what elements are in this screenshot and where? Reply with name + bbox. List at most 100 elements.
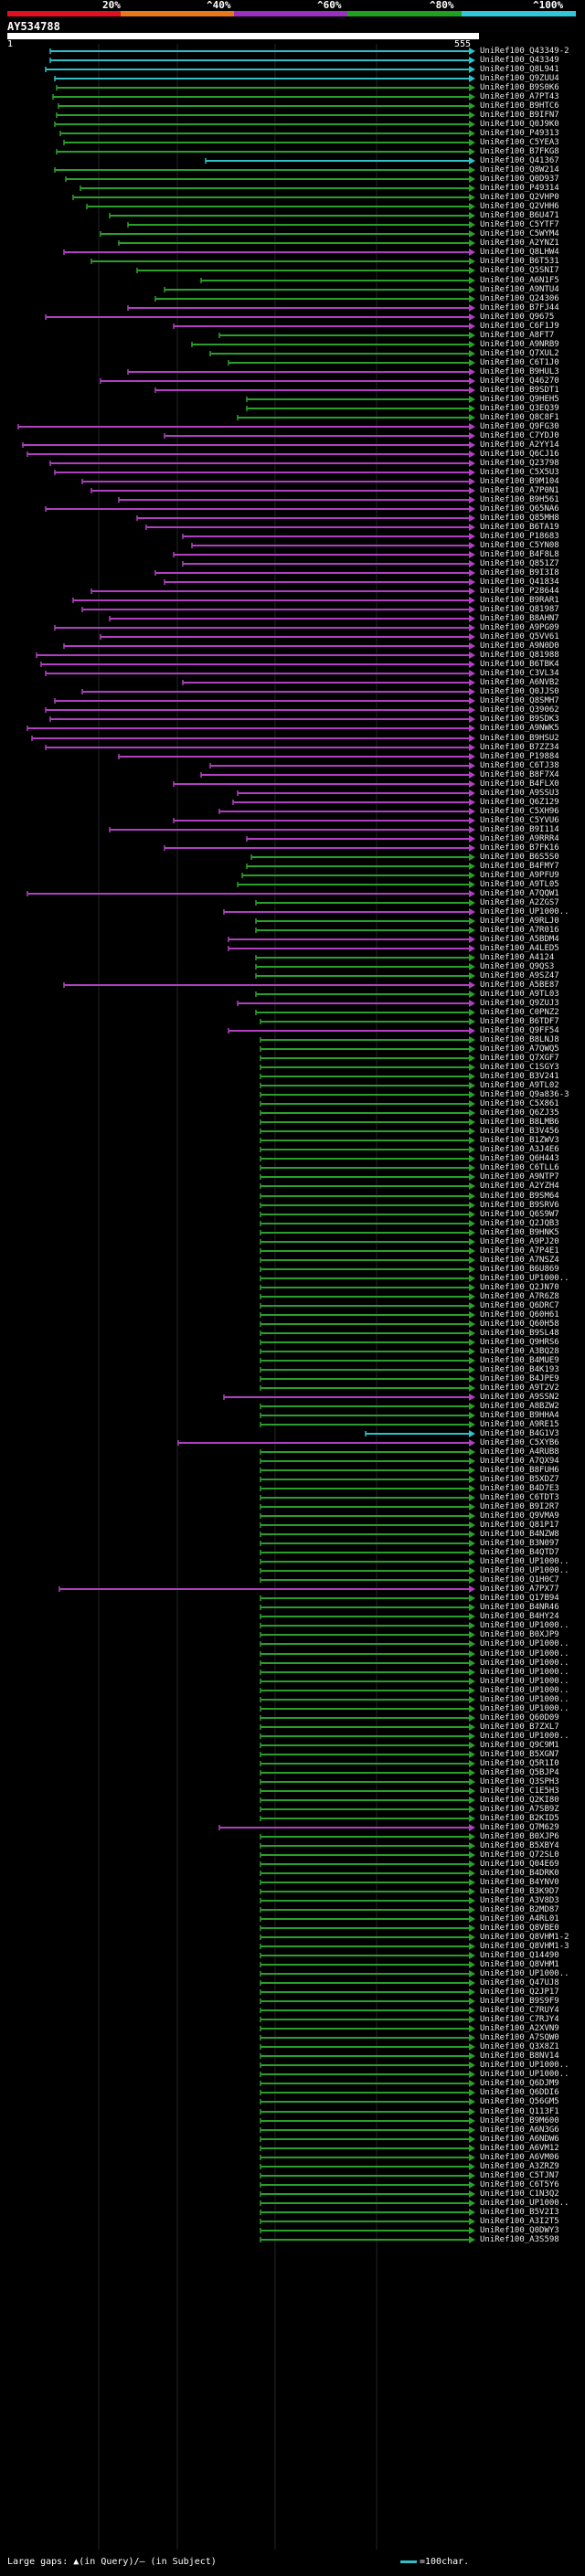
hit-label[interactable]: UniRef100_Q2VHH6 bbox=[480, 202, 559, 211]
hit-label[interactable]: UniRef100_UP1000.. bbox=[480, 1566, 569, 1575]
hit-label[interactable]: UniRef100_A9PFU9 bbox=[480, 871, 559, 880]
hit-label[interactable]: UniRef100_Q8L941 bbox=[480, 65, 559, 74]
hit-label[interactable]: UniRef100_B4K193 bbox=[480, 1365, 559, 1374]
hit-label[interactable]: UniRef100_Q81987 bbox=[480, 605, 559, 614]
hit-label[interactable]: UniRef100_C1SGY3 bbox=[480, 1063, 559, 1072]
hit-label[interactable]: UniRef100_B9SRV6 bbox=[480, 1201, 559, 1210]
hit-label[interactable]: UniRef100_P28644 bbox=[480, 587, 559, 596]
hit-label[interactable]: UniRef100_A9TL02 bbox=[480, 1081, 559, 1090]
hit-label[interactable]: UniRef100_A2YY14 bbox=[480, 440, 559, 450]
hit-label[interactable]: UniRef100_A5BE87 bbox=[480, 981, 559, 990]
hit-label[interactable]: UniRef100_B4F8L8 bbox=[480, 550, 559, 559]
hit-label[interactable]: UniRef100_Q9ZUJ3 bbox=[480, 999, 559, 1008]
hit-label[interactable]: UniRef100_B6TA19 bbox=[480, 523, 559, 532]
hit-label[interactable]: UniRef100_Q41367 bbox=[480, 156, 559, 165]
hit-label[interactable]: UniRef100_A7P0N1 bbox=[480, 486, 559, 495]
hit-label[interactable]: UniRef100_B9SDT1 bbox=[480, 386, 559, 395]
hit-label[interactable]: UniRef100_A3BQ28 bbox=[480, 1347, 559, 1356]
hit-label[interactable]: UniRef100_Q851Z7 bbox=[480, 559, 559, 568]
hit-label[interactable]: UniRef100_B8LMB6 bbox=[480, 1118, 559, 1127]
hit-label[interactable]: UniRef100_A9SZ47 bbox=[480, 971, 559, 981]
hit-label[interactable]: UniRef100_A2YNZ1 bbox=[480, 239, 559, 248]
hit-label[interactable]: UniRef100_A9SSU3 bbox=[480, 789, 559, 798]
hit-label[interactable]: UniRef100_A3ZRZ9 bbox=[480, 2162, 559, 2171]
hit-label[interactable]: UniRef100_B9I2R7 bbox=[480, 1502, 559, 1511]
hit-label[interactable]: UniRef100_A2XVN9 bbox=[480, 2024, 559, 2033]
hit-label[interactable]: UniRef100_Q04E69 bbox=[480, 1860, 559, 1869]
hit-label[interactable]: UniRef100_C6F1J9 bbox=[480, 322, 559, 331]
hit-label[interactable]: UniRef100_A4RUB8 bbox=[480, 1447, 559, 1457]
hit-label[interactable]: UniRef100_B2KID5 bbox=[480, 1814, 559, 1823]
hit-label[interactable]: UniRef100_Q8SMH7 bbox=[480, 696, 559, 705]
hit-label[interactable]: UniRef100_Q43349 bbox=[480, 56, 559, 65]
hit-label[interactable]: UniRef100_Q65NA6 bbox=[480, 504, 559, 514]
hit-label[interactable]: UniRef100_B6U471 bbox=[480, 211, 559, 220]
hit-label[interactable]: UniRef100_B4QTD7 bbox=[480, 1548, 559, 1557]
hit-label[interactable]: UniRef100_B3V456 bbox=[480, 1127, 559, 1136]
hit-label[interactable]: UniRef100_Q8W214 bbox=[480, 165, 559, 175]
hit-label[interactable]: UniRef100_C5XH96 bbox=[480, 807, 559, 816]
hit-label[interactable]: UniRef100_Q81988 bbox=[480, 651, 559, 660]
hit-label[interactable]: UniRef100_A2YZH4 bbox=[480, 1182, 559, 1191]
hit-label[interactable]: UniRef100_A6NDW6 bbox=[480, 2135, 559, 2144]
hit-label[interactable]: UniRef100_A7P4E1 bbox=[480, 1246, 559, 1256]
hit-label[interactable]: UniRef100_B8LNJ8 bbox=[480, 1035, 559, 1044]
hit-label[interactable]: UniRef100_B9S0K6 bbox=[480, 83, 559, 92]
hit-label[interactable]: UniRef100_C6TLL6 bbox=[480, 1163, 559, 1172]
hit-label[interactable]: UniRef100_A8BZW2 bbox=[480, 1402, 559, 1411]
hit-label[interactable]: UniRef100_Q1H0C7 bbox=[480, 1575, 559, 1585]
hit-label[interactable]: UniRef100_Q6S9W7 bbox=[480, 1210, 559, 1219]
hit-label[interactable]: UniRef100_B0XJP6 bbox=[480, 1832, 559, 1841]
hit-label[interactable]: UniRef100_Q6Z129 bbox=[480, 798, 559, 807]
hit-label[interactable]: UniRef100_B6TBK4 bbox=[480, 660, 559, 669]
hit-label[interactable]: UniRef100_A3I2T5 bbox=[480, 2217, 559, 2226]
hit-label[interactable]: UniRef100_Q6DDI6 bbox=[480, 2088, 559, 2097]
hit-label[interactable]: UniRef100_Q2VHP0 bbox=[480, 193, 559, 202]
hit-label[interactable]: UniRef100_B5XBY4 bbox=[480, 1841, 559, 1850]
hit-label[interactable]: UniRef100_A9RRR4 bbox=[480, 834, 559, 843]
hit-label[interactable]: UniRef100_A7QX94 bbox=[480, 1457, 559, 1466]
hit-label[interactable]: UniRef100_Q47UJ8 bbox=[480, 1978, 559, 1988]
hit-label[interactable]: UniRef100_Q5R1I0 bbox=[480, 1759, 559, 1768]
hit-label[interactable]: UniRef100_B8NV14 bbox=[480, 2051, 559, 2061]
hit-label[interactable]: UniRef100_B9I114 bbox=[480, 825, 559, 834]
hit-label[interactable]: UniRef100_B9HHA4 bbox=[480, 1411, 559, 1420]
hit-label[interactable]: UniRef100_Q81P17 bbox=[480, 1521, 559, 1530]
hit-label[interactable]: UniRef100_C5X861 bbox=[480, 1099, 559, 1108]
hit-label[interactable]: UniRef100_C6TJ38 bbox=[480, 761, 559, 770]
hit-label[interactable]: UniRef100_Q3X8Z1 bbox=[480, 2042, 559, 2051]
hit-label[interactable]: UniRef100_Q23798 bbox=[480, 459, 559, 468]
hit-label[interactable]: UniRef100_UP1000.. bbox=[480, 1704, 569, 1713]
hit-label[interactable]: UniRef100_B9S9F9 bbox=[480, 1997, 559, 2006]
hit-label[interactable]: UniRef100_C5X5U3 bbox=[480, 468, 559, 477]
hit-label[interactable]: UniRef100_Q0JJS0 bbox=[480, 687, 559, 696]
hit-label[interactable]: UniRef100_Q9HEH5 bbox=[480, 395, 559, 404]
hit-label[interactable]: UniRef100_Q0D937 bbox=[480, 175, 559, 184]
hit-label[interactable]: UniRef100_Q0DWY3 bbox=[480, 2226, 559, 2235]
hit-label[interactable]: UniRef100_A4RL01 bbox=[480, 1914, 559, 1924]
hit-label[interactable]: UniRef100_A7R6Z8 bbox=[480, 1292, 559, 1301]
hit-label[interactable]: UniRef100_C3VL34 bbox=[480, 669, 559, 678]
hit-label[interactable]: UniRef100_Q5VV61 bbox=[480, 632, 559, 641]
hit-label[interactable]: UniRef100_C7YDJ0 bbox=[480, 431, 559, 440]
hit-label[interactable]: UniRef100_A6N1F5 bbox=[480, 276, 559, 285]
hit-label[interactable]: UniRef100_Q3SPH3 bbox=[480, 1777, 559, 1786]
hit-label[interactable]: UniRef100_C5YTF7 bbox=[480, 220, 559, 229]
hit-label[interactable]: UniRef100_B7FKG8 bbox=[480, 147, 559, 156]
hit-label[interactable]: UniRef100_UP1000.. bbox=[480, 907, 569, 917]
hit-label[interactable]: UniRef100_Q8VBE0 bbox=[480, 1924, 559, 1933]
hit-label[interactable]: UniRef100_A7R016 bbox=[480, 926, 559, 935]
hit-label[interactable]: UniRef100_Q41834 bbox=[480, 578, 559, 587]
hit-label[interactable]: UniRef100_A9NTP7 bbox=[480, 1172, 559, 1182]
hit-label[interactable]: UniRef100_Q0J9K0 bbox=[480, 120, 559, 129]
hit-label[interactable]: UniRef100_UP1000.. bbox=[480, 1274, 569, 1283]
hit-label[interactable]: UniRef100_B7ZXL7 bbox=[480, 1723, 559, 1732]
hit-label[interactable]: UniRef100_C7RUY4 bbox=[480, 2006, 559, 2015]
hit-label[interactable]: UniRef100_C6T1J0 bbox=[480, 358, 559, 367]
hit-label[interactable]: UniRef100_A7NSZ4 bbox=[480, 1256, 559, 1265]
hit-label[interactable]: UniRef100_B9IFN7 bbox=[480, 111, 559, 120]
hit-label[interactable]: UniRef100_C6TDT3 bbox=[480, 1493, 559, 1502]
hit-label[interactable]: UniRef100_B9M600 bbox=[480, 2116, 559, 2125]
hit-label[interactable]: UniRef100_Q60H58 bbox=[480, 1320, 559, 1329]
hit-label[interactable]: UniRef100_B8AHN7 bbox=[480, 614, 559, 623]
